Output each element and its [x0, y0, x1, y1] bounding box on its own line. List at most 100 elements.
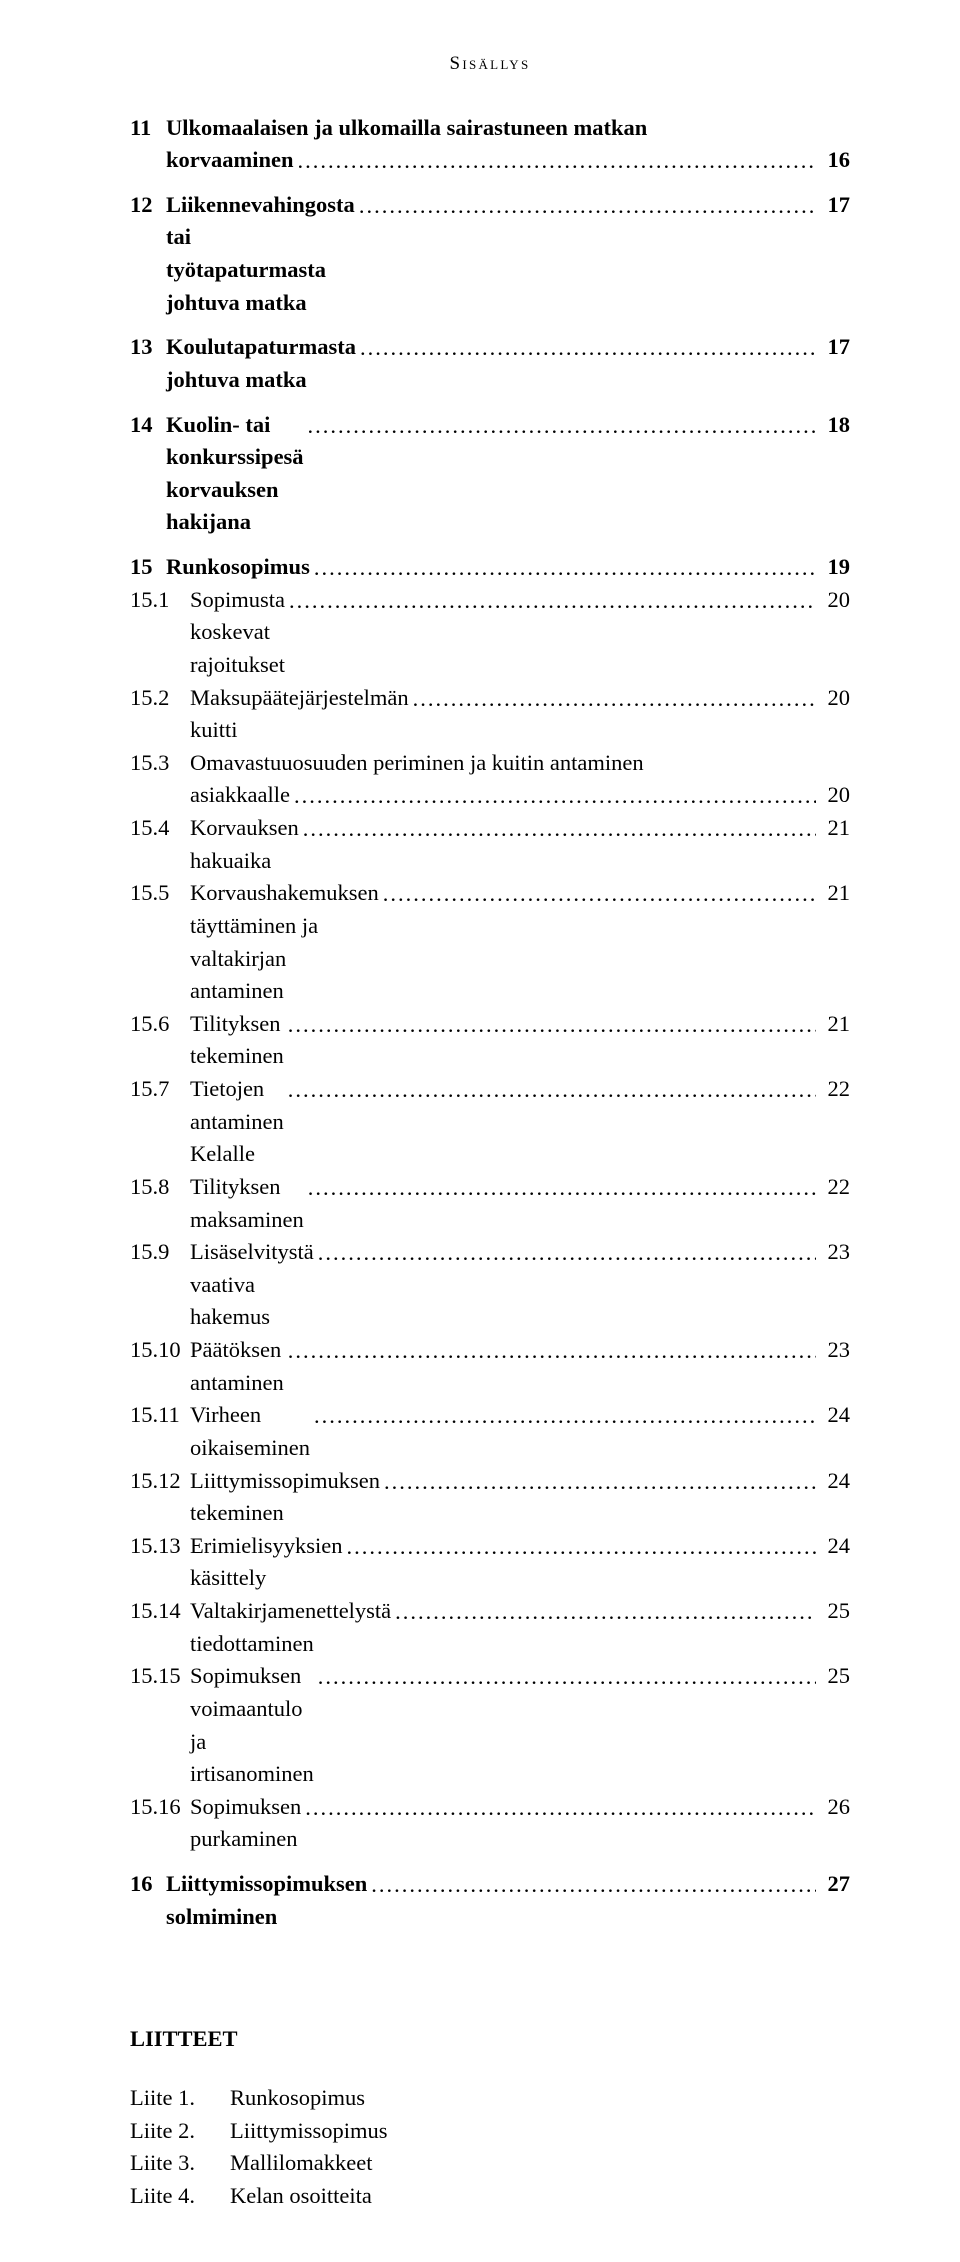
toc-entry: 11Ulkomaalaisen ja ulkomailla sairastune…: [130, 112, 850, 177]
attachment-label: Liite 1.: [130, 2082, 230, 2115]
toc-number: 15.10: [130, 1334, 190, 1367]
toc-title: Korvaushakemuksen täyttäminen ja valtaki…: [190, 877, 379, 1008]
toc-title: Tilityksen maksaminen: [190, 1171, 304, 1236]
toc-title: Runkosopimus: [166, 551, 310, 584]
toc-entry: 15.1Sopimusta koskevat rajoitukset......…: [130, 584, 850, 682]
toc-entry: 15.9Lisäselvitystä vaativa hakemus......…: [130, 1236, 850, 1334]
toc-page: 18: [816, 409, 850, 442]
toc-leader: ........................................…: [294, 145, 816, 178]
toc-page: 22: [816, 1171, 850, 1204]
attachment-row: Liite 4.Kelan osoitteita: [130, 2180, 850, 2213]
toc-page: 23: [816, 1236, 850, 1269]
toc-title: Tilityksen tekeminen: [190, 1008, 284, 1073]
attachment-row: Liite 3.Mallilomakkeet: [130, 2147, 850, 2180]
toc-leader: ........................................…: [299, 813, 816, 846]
toc-title: Liittymissopimuksen solmiminen: [166, 1868, 367, 1933]
toc-page: 27: [816, 1868, 850, 1901]
toc-list: 11Ulkomaalaisen ja ulkomailla sairastune…: [130, 112, 850, 1934]
toc-leader: ........................................…: [301, 1792, 816, 1825]
toc-title: Sopimuksen voimaantulo ja irtisanominen: [190, 1660, 314, 1791]
toc-page: 26: [816, 1791, 850, 1824]
toc-title: Erimielisyyksien käsittely: [190, 1530, 342, 1595]
toc-leader: ........................................…: [379, 878, 816, 911]
toc-entry: 13Koulutapaturmasta johtuva matka.......…: [130, 331, 850, 396]
toc-entry: 15.12Liittymissopimuksen tekeminen......…: [130, 1465, 850, 1530]
toc-number: 11: [130, 112, 166, 145]
toc-title: Liikennevahingosta tai työtapaturmasta j…: [166, 189, 355, 320]
toc-title: Valtakirjamenettelystä tiedottaminen: [190, 1595, 391, 1660]
toc-entry: 15.8Tilityksen maksaminen...............…: [130, 1171, 850, 1236]
toc-number: 15.3: [130, 747, 190, 780]
toc-title: Koulutapaturmasta johtuva matka: [166, 331, 356, 396]
toc-leader: ........................................…: [290, 780, 816, 813]
toc-page: 21: [816, 812, 850, 845]
toc-page: 25: [816, 1595, 850, 1628]
toc-number: 16: [130, 1868, 166, 1901]
toc-leader: ........................................…: [304, 1172, 816, 1205]
toc-entry: 15.10Päätöksen antaminen................…: [130, 1334, 850, 1399]
toc-leader: ........................................…: [285, 585, 816, 618]
toc-number: 15.6: [130, 1008, 190, 1041]
toc-title: Sopimuksen purkaminen: [190, 1791, 301, 1856]
attachment-label: Liite 3.: [130, 2147, 230, 2180]
toc-leader: ........................................…: [342, 1531, 816, 1564]
toc-title: Virheen oikaiseminen: [190, 1399, 310, 1464]
toc-number: 15: [130, 551, 166, 584]
toc-page: 25: [816, 1660, 850, 1693]
attachment-label: Liite 4.: [130, 2180, 230, 2213]
toc-entry: 15.5Korvaushakemuksen täyttäminen ja val…: [130, 877, 850, 1008]
toc-number: 15.1: [130, 584, 190, 617]
attachment-text: Runkosopimus: [230, 2082, 365, 2115]
toc-leader: ........................................…: [284, 1074, 816, 1107]
attachment-row: Liite 1.Runkosopimus: [130, 2082, 850, 2115]
toc-number: 14: [130, 409, 166, 442]
toc-title: Liittymissopimuksen tekeminen: [190, 1465, 380, 1530]
toc-entry: 15.3Omavastuuosuuden periminen ja kuitin…: [130, 747, 850, 812]
running-head: Sisällys: [130, 50, 850, 78]
toc-number: 15.5: [130, 877, 190, 910]
toc-entry: 15.2Maksupäätejärjestelmän kuitti.......…: [130, 682, 850, 747]
page: Sisällys 11Ulkomaalaisen ja ulkomailla s…: [0, 0, 960, 2262]
toc-entry: 15Runkosopimus..........................…: [130, 551, 850, 584]
toc-number: 15.11: [130, 1399, 190, 1432]
toc-title: Tietojen antaminen Kelalle: [190, 1073, 284, 1171]
attachment-label: Liite 2.: [130, 2115, 230, 2148]
toc-title: Sopimusta koskevat rajoitukset: [190, 584, 285, 682]
toc-entry: 16Liittymissopimuksen solmiminen........…: [130, 1868, 850, 1933]
toc-entry: 15.13Erimielisyyksien käsittely.........…: [130, 1530, 850, 1595]
toc-entry: 15.16Sopimuksen purkaminen..............…: [130, 1791, 850, 1856]
toc-entry: 15.6Tilityksen tekeminen................…: [130, 1008, 850, 1073]
toc-page: 24: [816, 1465, 850, 1498]
toc-leader: ........................................…: [391, 1596, 816, 1629]
toc-number: 15.7: [130, 1073, 190, 1106]
toc-number: 15.9: [130, 1236, 190, 1269]
attachments-heading: LIITTEET: [130, 2023, 850, 2056]
toc-title: Päätöksen antaminen: [190, 1334, 284, 1399]
toc-number: 15.4: [130, 812, 190, 845]
toc-entry: 15.4Korvauksen hakuaika.................…: [130, 812, 850, 877]
toc-number: 15.12: [130, 1465, 190, 1498]
toc-page: 21: [816, 1008, 850, 1041]
toc-page: 17: [816, 331, 850, 364]
toc-title-cont: korvaaminen: [166, 144, 294, 177]
toc-entry: 15.7Tietojen antaminen Kelalle..........…: [130, 1073, 850, 1171]
attachment-row: Liite 2.Liittymissopimus: [130, 2115, 850, 2148]
attachment-text: Mallilomakkeet: [230, 2147, 372, 2180]
toc-title: Maksupäätejärjestelmän kuitti: [190, 682, 409, 747]
toc-number: 15.14: [130, 1595, 190, 1628]
toc-page: 23: [816, 1334, 850, 1367]
toc-page: 16: [816, 144, 850, 177]
attachment-text: Liittymissopimus: [230, 2115, 388, 2148]
toc-leader: ........................................…: [314, 1237, 816, 1270]
toc-leader: ........................................…: [310, 1400, 816, 1433]
toc-title: Lisäselvitystä vaativa hakemus: [190, 1236, 314, 1334]
toc-number: 15.15: [130, 1660, 190, 1693]
toc-leader: ........................................…: [409, 683, 816, 716]
toc-leader: ........................................…: [356, 332, 816, 365]
toc-entry: 15.11Virheen oikaiseminen...............…: [130, 1399, 850, 1464]
toc-title: Omavastuuosuuden periminen ja kuitin ant…: [190, 747, 644, 780]
toc-page: 21: [816, 877, 850, 910]
attachment-text: Kelan osoitteita: [230, 2180, 372, 2213]
toc-leader: ........................................…: [284, 1009, 816, 1042]
toc-entry: 14Kuolin- tai konkurssipesä korvauksen h…: [130, 409, 850, 540]
